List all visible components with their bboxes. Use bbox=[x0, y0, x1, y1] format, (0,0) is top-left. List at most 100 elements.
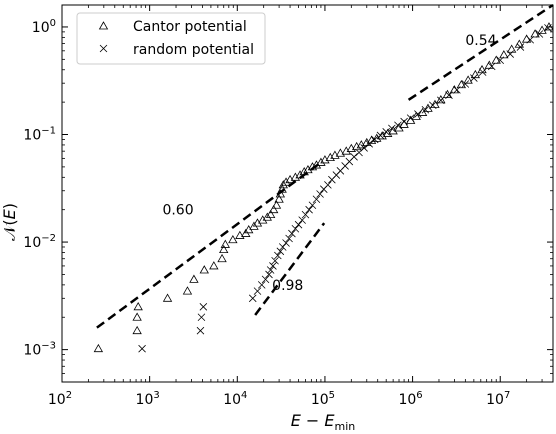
fit-slope-label: 0.54 bbox=[465, 33, 496, 49]
random-point bbox=[294, 220, 303, 229]
y-tick-label: 10−2 bbox=[23, 233, 56, 251]
random-point bbox=[269, 262, 277, 270]
x-tick-label: 105 bbox=[311, 390, 335, 408]
random-point bbox=[429, 101, 437, 110]
fit-line bbox=[254, 222, 326, 316]
cantor-point bbox=[220, 239, 231, 248]
random-point bbox=[288, 229, 296, 238]
plot-area-frame bbox=[61, 4, 554, 383]
random-point bbox=[285, 234, 293, 243]
cantor-point bbox=[268, 204, 279, 214]
fit-line bbox=[407, 3, 554, 101]
cantor-point bbox=[417, 107, 428, 116]
cantor-point bbox=[262, 212, 272, 221]
x-axis-title: E − Emin bbox=[291, 411, 356, 433]
y-axis-title-main: 𝒩( bbox=[0, 219, 19, 241]
cantor-point bbox=[290, 172, 301, 181]
random-point bbox=[394, 121, 402, 130]
cantor-point bbox=[209, 261, 219, 270]
random-point bbox=[365, 139, 373, 148]
random-point bbox=[453, 86, 461, 94]
x-axis-title-sub: min bbox=[335, 420, 356, 433]
random-point bbox=[350, 153, 358, 161]
random-point bbox=[271, 256, 279, 265]
tick-labels-layer: 102 103 104 105 106 107 10−3 10−2 10−1 100 bbox=[23, 18, 510, 408]
random-point bbox=[312, 195, 321, 204]
random-point bbox=[197, 313, 206, 322]
x-tick-label: 103 bbox=[136, 390, 160, 408]
y-axis-title-close: ) bbox=[0, 203, 19, 209]
random-point bbox=[276, 247, 285, 256]
x-axis-title-main: E − E bbox=[291, 411, 336, 430]
random-point bbox=[282, 239, 290, 247]
cantor-point bbox=[356, 140, 366, 149]
cantor-point bbox=[265, 209, 276, 219]
cantor-point bbox=[189, 274, 199, 283]
random-point bbox=[376, 131, 385, 140]
random-point bbox=[291, 224, 300, 233]
cantor-point bbox=[93, 343, 104, 353]
fit-line bbox=[96, 161, 322, 329]
random-point bbox=[421, 105, 430, 114]
random-point bbox=[414, 110, 422, 118]
y-tick-label: 10−3 bbox=[23, 341, 56, 359]
random-point bbox=[196, 326, 205, 335]
cantor-point bbox=[335, 148, 346, 157]
legend-x-marker bbox=[99, 44, 108, 53]
random-point bbox=[437, 96, 445, 105]
random-point bbox=[253, 287, 262, 295]
random-point bbox=[478, 68, 487, 76]
random-point bbox=[199, 303, 208, 311]
random-point bbox=[274, 251, 282, 260]
cantor-point bbox=[499, 50, 509, 59]
x-tick-label: 104 bbox=[223, 390, 247, 408]
legend: Cantor potential random potential bbox=[76, 12, 266, 65]
cantor-point bbox=[278, 180, 289, 189]
cantor-point bbox=[470, 69, 481, 79]
cantor-point bbox=[258, 215, 268, 224]
random-point bbox=[316, 190, 324, 198]
random-point bbox=[487, 62, 496, 71]
x-tick-label: 102 bbox=[48, 390, 72, 408]
fit-slope-label: 0.60 bbox=[162, 203, 193, 219]
random-point bbox=[257, 281, 266, 289]
cantor-point bbox=[199, 265, 209, 274]
fit-lines-layer: 0.60 0.98 0.54 bbox=[96, 3, 554, 329]
cantor-point bbox=[132, 325, 142, 335]
legend-label-random: random potential bbox=[133, 42, 254, 58]
random-point bbox=[388, 124, 396, 133]
random-point bbox=[360, 144, 368, 152]
random-point bbox=[324, 181, 332, 189]
cantor-point bbox=[133, 302, 143, 311]
cantor-point bbox=[530, 29, 540, 38]
cantor-point bbox=[436, 95, 446, 104]
cantor-point bbox=[252, 218, 263, 227]
random-point bbox=[496, 56, 505, 65]
cantor-point bbox=[316, 157, 326, 166]
random-point bbox=[370, 135, 379, 144]
random-point bbox=[248, 294, 257, 303]
random-point bbox=[266, 266, 275, 274]
axis-ticks-layer bbox=[61, 5, 554, 383]
legend-label-cantor: Cantor potential bbox=[133, 19, 247, 35]
cantor-point bbox=[491, 55, 501, 64]
y-tick-label: 10−1 bbox=[23, 126, 56, 144]
random-point bbox=[470, 74, 478, 82]
cantor-point bbox=[506, 44, 517, 53]
random-point bbox=[298, 216, 306, 224]
cantor-point bbox=[320, 155, 330, 164]
random-point bbox=[265, 270, 273, 279]
cantor-point bbox=[442, 89, 453, 98]
random-point bbox=[301, 210, 310, 219]
fit-slope-label: 0.98 bbox=[272, 278, 303, 294]
y-axis-title: 𝒩(E) bbox=[0, 203, 19, 241]
cantor-point bbox=[456, 79, 467, 89]
random-point bbox=[406, 114, 415, 122]
cantor-point bbox=[182, 286, 193, 295]
random-point bbox=[305, 205, 313, 214]
cantor-point bbox=[271, 200, 282, 209]
random-point bbox=[138, 344, 146, 353]
random-point bbox=[261, 275, 270, 284]
cantor-point bbox=[217, 253, 227, 263]
